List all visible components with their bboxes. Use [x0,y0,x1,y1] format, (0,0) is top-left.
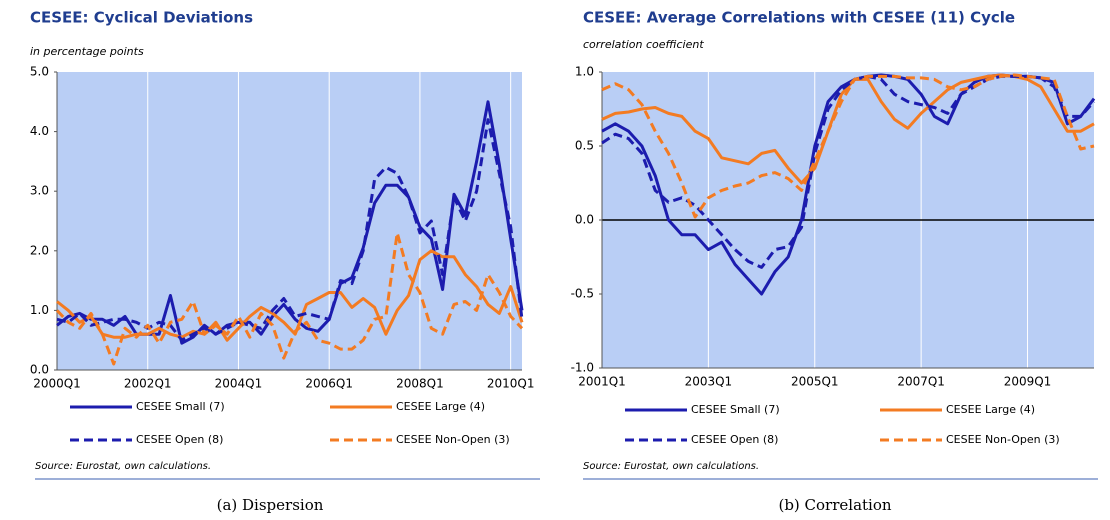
legend-label: CESEE Non-Open (3) [396,433,510,446]
y-tick-label: -0.5 [571,287,594,301]
x-tick-label: 2004Q1 [215,377,263,391]
series-line [601,73,1095,219]
chart-subtitle: in percentage points [30,45,144,58]
y-tick-label: 0.0 [575,213,594,227]
legend-label: CESEE Open (8) [136,433,223,446]
x-tick-label: 2010Q1 [487,377,535,391]
legend-label: CESEE Small (7) [691,403,780,416]
y-tick-label: -1.0 [571,361,594,375]
y-tick-label: 1.0 [30,303,49,317]
chart-title: CESEE: Average Correlations with CESEE (… [583,9,1015,27]
legend-label: CESEE Large (4) [396,400,485,413]
source-note: Source: Eurostat, own calculations. [583,461,759,472]
series-line [56,100,524,345]
caption: (b) Correlation [778,496,891,514]
source-note: Source: Eurostat, own calculations. [35,461,211,472]
x-tick-label: 2009Q1 [1004,375,1052,389]
series-line [601,74,1096,269]
legend-label: CESEE Large (4) [946,403,1035,416]
y-tick-label: 5.0 [30,65,49,79]
x-tick-label: 2008Q1 [396,377,444,391]
x-tick-label: 2007Q1 [897,375,945,389]
y-tick-label: 3.0 [30,184,49,198]
chart-title: CESEE: Cyclical Deviations [30,9,253,27]
x-tick-label: 2003Q1 [685,375,733,389]
chart-subtitle: correlation coefficient [583,38,704,51]
y-tick-label: 1.0 [575,65,594,79]
legend-label: CESEE Non-Open (3) [946,433,1060,446]
y-tick-label: 4.0 [30,124,49,138]
x-tick-label: 2002Q1 [124,377,172,391]
x-tick-label: 2001Q1 [578,375,626,389]
y-tick-label: 0.5 [575,139,594,153]
legend-label: CESEE Open (8) [691,433,778,446]
series-line [56,249,524,342]
x-tick-label: 2000Q1 [33,377,81,391]
caption: (a) Dispersion [217,496,324,514]
y-tick-label: 0.0 [30,363,49,377]
y-tick-label: 2.0 [30,243,49,257]
series-line [55,231,524,366]
legend-label: CESEE Small (7) [136,400,225,413]
x-tick-label: 2005Q1 [791,375,839,389]
x-tick-label: 2006Q1 [305,377,353,391]
series-line [56,118,524,342]
